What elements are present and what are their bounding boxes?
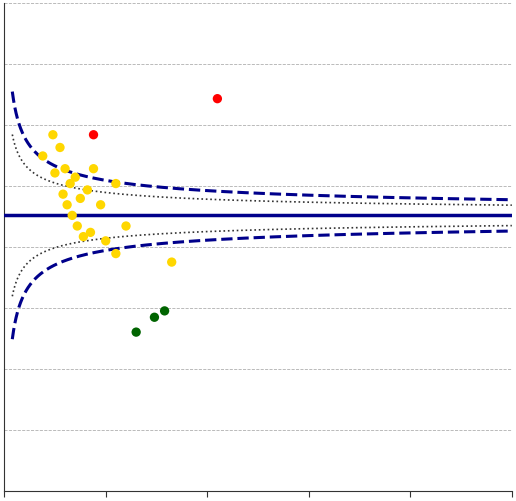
Point — [39, 153, 47, 161]
Point — [89, 131, 98, 139]
Point — [168, 259, 176, 267]
Point — [63, 201, 71, 209]
Point — [56, 144, 64, 152]
Point — [102, 237, 110, 245]
Point — [160, 307, 169, 315]
Point — [150, 314, 158, 322]
Point — [132, 329, 140, 337]
Point — [89, 165, 98, 173]
Point — [73, 222, 82, 230]
Point — [86, 229, 94, 237]
Point — [76, 195, 85, 203]
Point — [213, 96, 221, 104]
Point — [66, 180, 74, 188]
Point — [79, 233, 88, 241]
Point — [112, 180, 120, 188]
Point — [49, 131, 57, 139]
Point — [61, 165, 69, 173]
Point — [112, 250, 120, 258]
Point — [71, 174, 79, 182]
Point — [122, 222, 130, 230]
Point — [83, 186, 91, 194]
Point — [59, 191, 67, 199]
Point — [68, 212, 76, 220]
Point — [51, 170, 59, 178]
Point — [96, 201, 105, 209]
